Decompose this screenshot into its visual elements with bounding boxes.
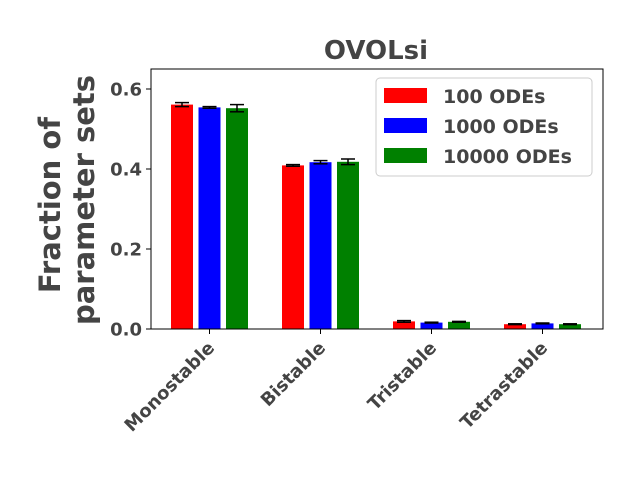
bar-100-odes-monostable <box>171 104 193 329</box>
y-axis-label: Fraction of parameter sets <box>33 75 101 325</box>
error-bar-100-odes-tristable <box>397 319 411 323</box>
y-tick-label: 0.0 <box>110 320 142 341</box>
error-bar-10000-odes-tristable <box>452 320 466 323</box>
error-bar-100-odes-tetrastable <box>508 323 522 326</box>
error-bar-100-odes-bistable <box>286 163 300 167</box>
legend-box <box>375 77 593 177</box>
error-bar-1000-odes-monostable <box>202 105 217 109</box>
bar-1000-odes-monostable <box>198 107 221 330</box>
bar-10000-odes-monostable <box>226 108 248 329</box>
bar-100-odes-bistable <box>282 165 304 329</box>
error-bar-100-odes-monostable <box>175 101 189 108</box>
legend: 100 ODEs 1000 ODEs 10000 ODEs <box>375 77 593 177</box>
y-tick-label: 0.6 <box>110 80 142 101</box>
legend-label-100-odes: 100 ODEs <box>443 86 546 108</box>
bar-100-odes-tetrastable <box>504 324 526 329</box>
bar-10000-odes-tetrastable <box>559 324 581 329</box>
y-tick-label: 0.2 <box>110 240 142 261</box>
bar-10000-odes-bistable <box>337 161 359 329</box>
bar-100-odes-tristable <box>393 321 415 329</box>
plot-frame <box>150 68 604 330</box>
error-bars-layer <box>175 101 577 326</box>
error-bar-1000-odes-tristable <box>424 321 439 324</box>
x-tick-label-tetrastable: Tetrastable <box>456 338 552 434</box>
x-tick-label-bistable: Bistable <box>257 338 330 411</box>
x-tick-label-monostable: Monostable <box>121 338 219 436</box>
error-bar-10000-odes-tetrastable <box>563 323 577 326</box>
x-tick-label-tristable: Tristable <box>364 338 441 415</box>
legend-swatch-10000-odes <box>384 148 427 163</box>
error-bar-1000-odes-tetrastable <box>535 322 550 325</box>
legend-label-1000-odes: 1000 ODEs <box>443 116 559 138</box>
y-axis-ticks: 0.0 0.2 0.4 0.6 <box>110 80 151 341</box>
chart-title: OVOLsi <box>324 36 428 66</box>
bar-1000-odes-bistable <box>309 162 332 329</box>
bars-layer <box>171 104 581 330</box>
y-axis-label-line-1: Fraction of <box>33 117 67 293</box>
x-axis-ticks: Monostable Bistable Tristable Tetrastable <box>121 329 552 436</box>
error-bar-10000-odes-monostable <box>230 103 244 113</box>
y-tick-label: 0.4 <box>110 160 142 181</box>
error-bar-10000-odes-bistable <box>341 158 355 166</box>
legend-label-10000-odes: 10000 ODEs <box>443 146 572 168</box>
bar-1000-odes-tristable <box>420 322 443 329</box>
error-bar-1000-odes-bistable <box>313 159 328 165</box>
bar-1000-odes-tetrastable <box>531 323 554 329</box>
legend-swatch-100-odes <box>384 88 427 103</box>
legend-swatch-1000-odes <box>384 118 427 133</box>
bar-10000-odes-tristable <box>448 321 470 329</box>
y-axis-label-line-2: parameter sets <box>67 75 101 325</box>
